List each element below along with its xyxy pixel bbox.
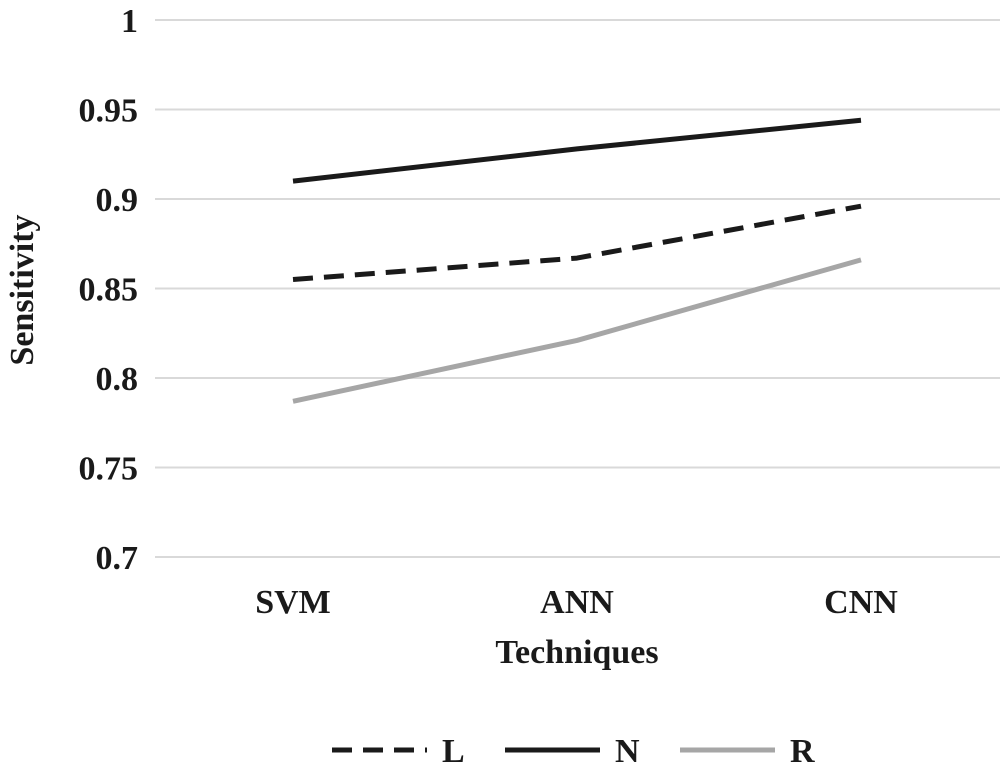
x-tick-label: CNN [824, 584, 898, 621]
y-tick-label: 0.7 [96, 540, 139, 577]
gridlines [155, 19, 1000, 558]
series-lines [292, 117, 862, 404]
y-axis-ticks: 0.7 0.75 0.8 0.85 0.9 0.95 1 [79, 3, 139, 577]
series-line-l [292, 203, 862, 283]
y-tick-label: 0.75 [79, 451, 139, 488]
y-tick-label: 0.9 [96, 182, 139, 219]
x-tick-label: SVM [255, 584, 331, 621]
legend-label-r: R [790, 733, 815, 770]
legend-label-l: L [442, 733, 465, 770]
y-tick-label: 0.8 [96, 361, 139, 398]
series-line-r [292, 257, 862, 404]
x-axis-title: Techniques [495, 634, 658, 671]
y-axis-title: Sensitivity [4, 214, 41, 365]
y-tick-label: 0.85 [79, 272, 139, 309]
x-axis-ticks: SVM ANN CNN [255, 584, 898, 621]
series-line-n [292, 117, 862, 184]
x-tick-label: ANN [540, 584, 614, 621]
legend-label-n: N [615, 733, 640, 770]
y-tick-label: 1 [121, 3, 138, 40]
y-tick-label: 0.95 [79, 93, 139, 130]
